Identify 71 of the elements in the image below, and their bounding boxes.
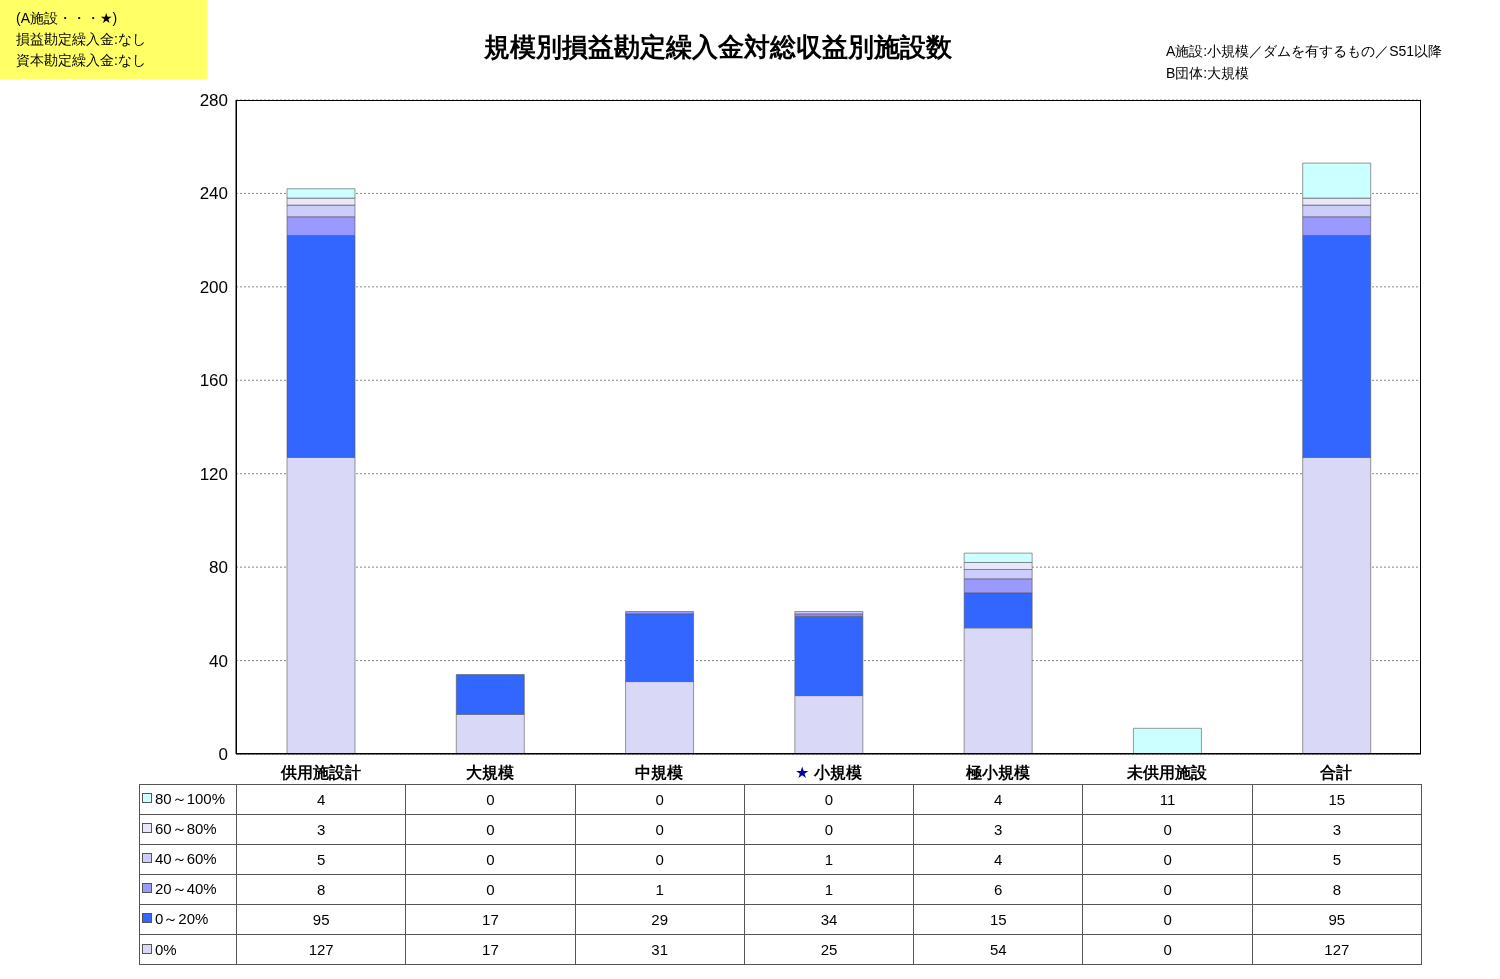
data-label: 0 bbox=[575, 844, 745, 875]
x-tick-label: 小規模 bbox=[812, 764, 862, 781]
legend-label: 0% bbox=[155, 941, 177, 958]
data-label: 15 bbox=[913, 904, 1083, 935]
data-label: 17 bbox=[405, 934, 576, 965]
data-label: 0 bbox=[405, 874, 576, 905]
text: (A施設・・・★) bbox=[16, 9, 119, 28]
data-label: 4 bbox=[236, 784, 406, 815]
data-label: 127 bbox=[236, 934, 406, 965]
data-label: 0 bbox=[405, 814, 576, 845]
legend-label: 80～100% bbox=[155, 790, 226, 807]
y-tick-label: 160 bbox=[199, 371, 228, 391]
data-label: 95 bbox=[1252, 904, 1422, 935]
text: A施設:小規模／ダムを有するもの／S51以降 bbox=[1166, 42, 1443, 61]
data-label: 0 bbox=[1082, 934, 1253, 965]
legend-label: 40～60% bbox=[155, 850, 217, 867]
data-label: 5 bbox=[236, 844, 406, 875]
data-label: 1 bbox=[744, 844, 914, 875]
y-tick-label: 0 bbox=[218, 745, 228, 765]
chart-title: 規模別損益勘定繰入金対総収益別施設数 bbox=[483, 31, 953, 64]
data-label: 0 bbox=[575, 814, 745, 845]
x-tick-label: 中規模 bbox=[635, 764, 684, 781]
data-label: 8 bbox=[236, 874, 406, 905]
data-label: 0 bbox=[1082, 844, 1253, 875]
data-label: 31 bbox=[575, 934, 745, 965]
x-tick-label: 極小規模 bbox=[964, 764, 1030, 781]
y-tick-label: 200 bbox=[199, 277, 228, 297]
y-tick-label: 240 bbox=[199, 184, 228, 204]
text: 損益勘定繰入金:なし bbox=[16, 30, 147, 49]
legend-label: 20～40% bbox=[155, 880, 217, 897]
data-label: 4 bbox=[913, 784, 1083, 815]
data-label: 6 bbox=[913, 874, 1083, 905]
data-label: 0 bbox=[744, 784, 914, 815]
data-label: 29 bbox=[575, 904, 745, 935]
data-label: 11 bbox=[1082, 784, 1253, 815]
x-tick-label: 大規模 bbox=[465, 764, 514, 781]
data-label: 25 bbox=[744, 934, 914, 965]
data-label: 5 bbox=[1252, 844, 1422, 875]
data-label: 0 bbox=[405, 784, 576, 815]
text: 資本勘定繰入金:なし bbox=[16, 51, 147, 70]
data-label: 1 bbox=[744, 874, 914, 905]
data-label: 3 bbox=[1252, 814, 1422, 845]
y-tick-label: 40 bbox=[209, 651, 228, 671]
x-tick-label: 合計 bbox=[1319, 764, 1353, 781]
data-label: 127 bbox=[1252, 934, 1422, 965]
data-label: 0 bbox=[405, 844, 576, 875]
legend-label: 60～80% bbox=[155, 820, 217, 837]
y-tick-label: 120 bbox=[199, 464, 228, 484]
bar bbox=[1133, 728, 1202, 754]
data-label: 3 bbox=[913, 814, 1083, 845]
data-label: 15 bbox=[1252, 784, 1422, 815]
data-label: 0 bbox=[1082, 874, 1253, 905]
y-tick-label: 280 bbox=[199, 91, 228, 111]
text: ★ bbox=[795, 764, 814, 781]
data-label: 4 bbox=[913, 844, 1083, 875]
x-tick-label: 未供用施設 bbox=[1126, 764, 1209, 781]
data-label: 8 bbox=[1252, 874, 1422, 905]
y-tick-label: 80 bbox=[209, 558, 228, 578]
data-label: 0 bbox=[744, 814, 914, 845]
x-tick-label: 供用施設計 bbox=[279, 764, 361, 781]
data-label: 0 bbox=[575, 784, 745, 815]
data-label: 34 bbox=[744, 904, 914, 935]
data-label: 54 bbox=[913, 934, 1083, 965]
data-label: 0 bbox=[1082, 904, 1253, 935]
data-label: 0 bbox=[1082, 814, 1253, 845]
legend-label: 0～20% bbox=[155, 910, 209, 927]
data-label: 1 bbox=[575, 874, 745, 905]
text: B団体:大規模 bbox=[1166, 64, 1251, 83]
data-label: 3 bbox=[236, 814, 406, 845]
data-label: 17 bbox=[405, 904, 576, 935]
data-label: 95 bbox=[236, 904, 406, 935]
